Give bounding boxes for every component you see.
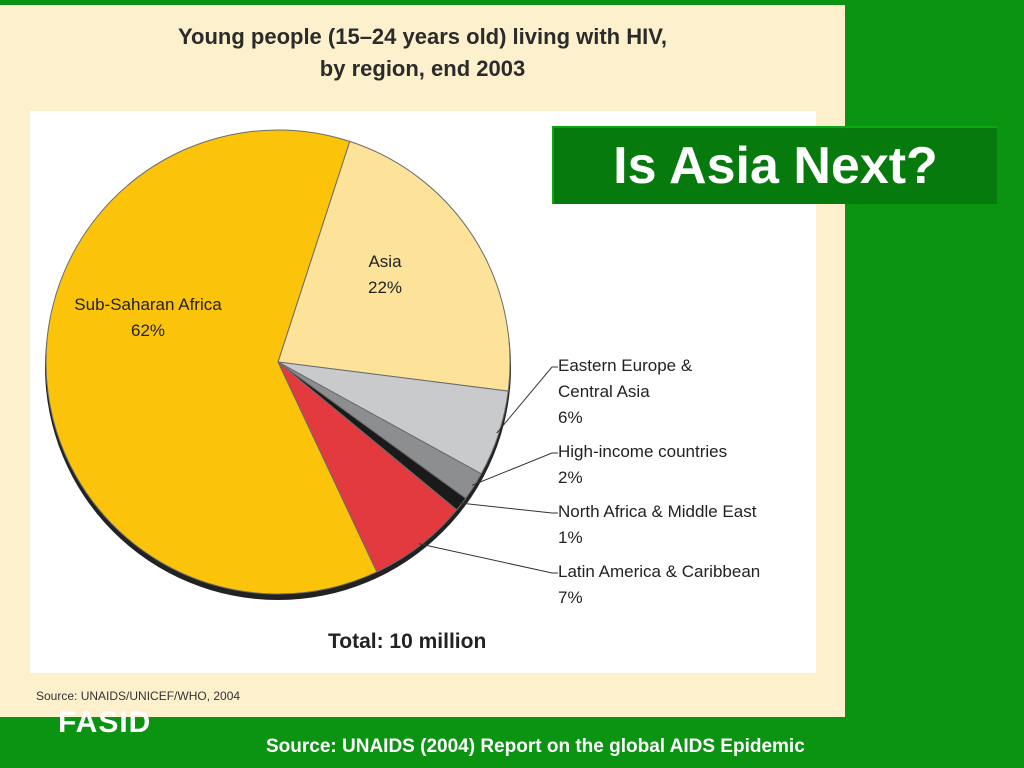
callout-label-north-africa-and-middle-east: North Africa & Middle East 1%: [558, 499, 756, 551]
chart-source-note: Source: UNAIDS/UNICEF/WHO, 2004: [36, 689, 241, 703]
callout-label-text: Central Asia: [558, 382, 650, 401]
chart-title-line-2: by region, end 2003: [319, 56, 526, 81]
callout-label-text: 6%: [558, 408, 583, 427]
callout-leader-eastern-europe-and-central-asia: [496, 366, 558, 434]
slice-label-sub-saharan-africa: Sub-Saharan Africa 62%: [38, 292, 258, 344]
fasid-logo: FASID: [58, 706, 152, 739]
callout-label-text: Latin America & Caribbean: [558, 562, 761, 581]
callout-leader-north-africa-and-middle-east: [459, 502, 558, 514]
slice-label-text: 22%: [367, 278, 403, 297]
slice-label-asia: Asia 22%: [275, 249, 495, 301]
slice-label-text: Asia: [368, 252, 402, 271]
slice-label-text: Sub-Saharan Africa: [74, 295, 222, 314]
callout-label-text: Eastern Europe &: [558, 356, 693, 375]
pie-slice-latin-america-and-caribbean: [277, 361, 458, 573]
callout-label-text: 7%: [558, 588, 583, 607]
callout-label-high-income-countries: High-income countries 2%: [558, 439, 727, 491]
chart-title-line-1: Young people (15–24 years old) living wi…: [177, 24, 667, 49]
callout-leader-latin-america-and-caribbean: [418, 543, 558, 574]
callout-label-text: North Africa & Middle East: [558, 502, 757, 521]
slide-title: Is Asia Next?: [613, 137, 938, 195]
slide-title-box: Is Asia Next?: [552, 126, 997, 204]
pie-chart: [45, 129, 558, 600]
callout-label-latin-america-and-caribbean: Latin America & Caribbean 7%: [558, 559, 760, 611]
callout-leader-high-income-countries: [472, 452, 558, 486]
callout-label-text: 1%: [558, 528, 583, 547]
slice-label-text: 62%: [130, 321, 166, 340]
pie-slice-asia: [277, 140, 511, 392]
callout-label-eastern-europe-and-central-asia: Eastern Europe & Central Asia 6%: [558, 353, 692, 431]
chart-figure-panel: Young people (15–24 years old) living wi…: [0, 5, 845, 717]
chart-plot-area: Asia 22% Eastern Europe & Central Asia 6% Hig…: [30, 111, 816, 673]
callout-label-text: 2%: [558, 468, 583, 487]
pie-slice-sub-saharan-africa: [45, 129, 378, 595]
slide-source-citation: Source: UNAIDS (2004) Report on the glob…: [266, 736, 805, 757]
total-label: Total: 10 million: [328, 630, 487, 653]
callout-label-text: High-income countries: [558, 442, 728, 461]
